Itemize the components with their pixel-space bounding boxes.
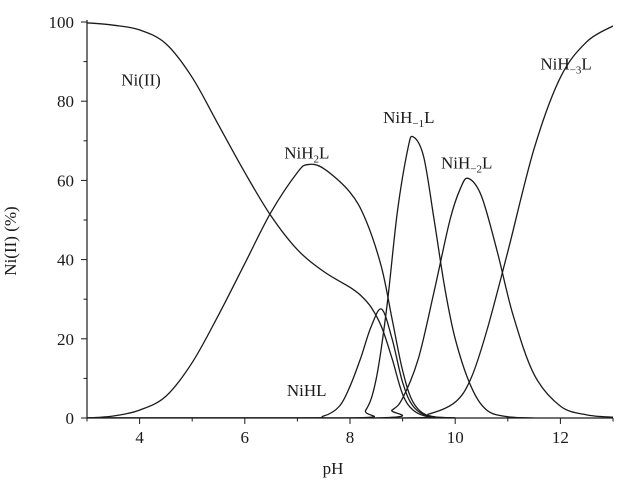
x-tick-label: 12 bbox=[552, 428, 569, 447]
series-line-nih2l bbox=[87, 163, 456, 418]
axes bbox=[86, 20, 613, 419]
y-tick-label: 20 bbox=[57, 330, 74, 349]
y-tick-label: 40 bbox=[57, 251, 74, 270]
x-tick-label: 8 bbox=[346, 428, 355, 447]
series-label: NiH−3L bbox=[540, 55, 591, 77]
series-label: NiHL bbox=[287, 381, 327, 400]
plot-lines bbox=[87, 22, 613, 418]
ticks: 4 6 8 10 12 0 20 40 60 80 100 bbox=[49, 13, 614, 447]
x-tick-label: 10 bbox=[447, 428, 464, 447]
x-tick-label: 4 bbox=[135, 428, 144, 447]
series-label: Ni(II) bbox=[121, 70, 161, 89]
series-label: NiH2L bbox=[284, 144, 329, 166]
series-line-nih-2l bbox=[87, 177, 613, 418]
series-labels: Ni(II) NiH2L NiHL NiH−1L NiH−2L NiH−3L bbox=[121, 55, 592, 401]
y-tick-label: 60 bbox=[57, 171, 74, 190]
y-tick-label: 80 bbox=[57, 92, 74, 111]
series-line-ni-ii- bbox=[87, 22, 456, 418]
series-label: NiH−2L bbox=[441, 154, 492, 176]
y-tick-label: 100 bbox=[49, 13, 75, 32]
series-line-nih-3l bbox=[87, 25, 613, 418]
y-axis-title: Ni(II) (%) bbox=[1, 206, 20, 275]
y-tick-label: 0 bbox=[66, 409, 75, 428]
x-axis-title: pH bbox=[323, 459, 344, 478]
x-tick-label: 6 bbox=[241, 428, 250, 447]
series-line-nih-1l bbox=[87, 135, 535, 418]
series-label: NiH−1L bbox=[383, 108, 434, 130]
